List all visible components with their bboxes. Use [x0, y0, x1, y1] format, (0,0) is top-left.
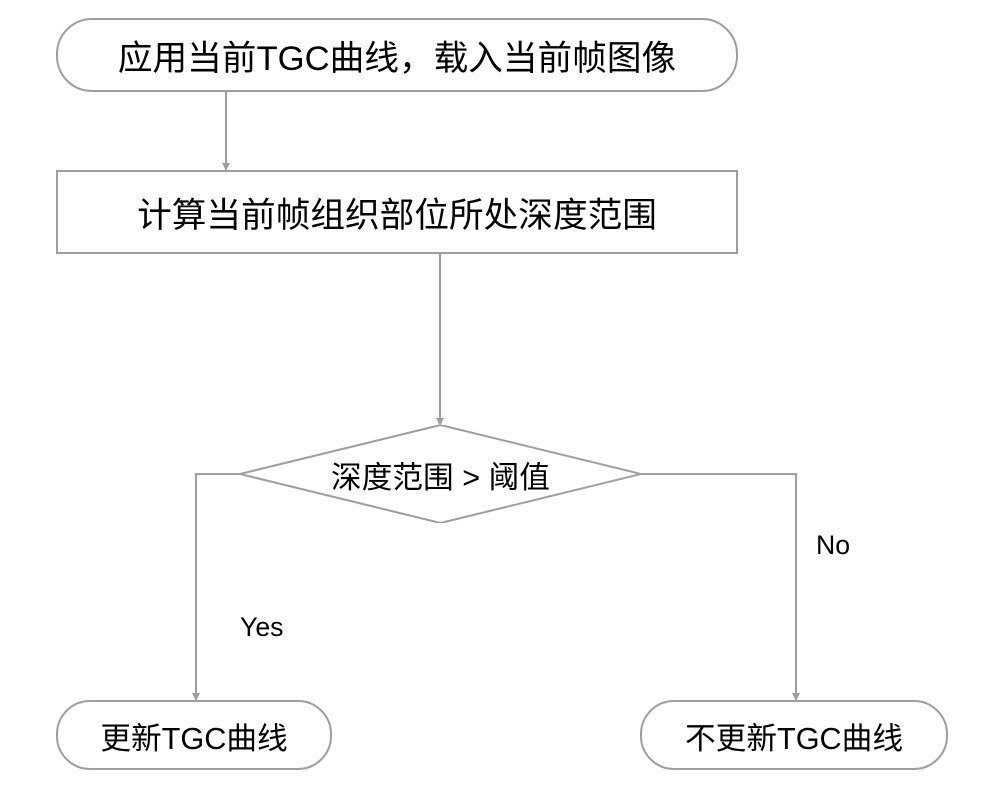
flow-node-start: 应用当前TGC曲线，载入当前帧图像 — [56, 18, 738, 92]
flow-node-decision: 深度范围 > 阈值 — [240, 425, 641, 523]
edge-label-no: No — [816, 530, 850, 561]
edge-decision-update — [196, 474, 240, 700]
flow-arrows — [0, 0, 1000, 791]
flow-node-compute: 计算当前帧组织部位所处深度范围 — [56, 170, 738, 254]
flow-node-decision-label: 深度范围 > 阈值 — [331, 452, 550, 497]
edge-label-no-text: No — [816, 530, 850, 560]
edge-label-yes-text: Yes — [240, 612, 284, 642]
flow-node-no-update-label: 不更新TGC曲线 — [685, 713, 903, 758]
flow-node-no-update: 不更新TGC曲线 — [640, 700, 948, 770]
flow-node-update-label: 更新TGC曲线 — [100, 713, 287, 758]
edge-decision-noupdate — [641, 474, 796, 700]
flow-node-start-label: 应用当前TGC曲线，载入当前帧图像 — [118, 30, 676, 80]
flow-node-update: 更新TGC曲线 — [56, 700, 332, 770]
flow-node-compute-label: 计算当前帧组织部位所处深度范围 — [137, 187, 657, 237]
edge-label-yes: Yes — [240, 612, 284, 643]
